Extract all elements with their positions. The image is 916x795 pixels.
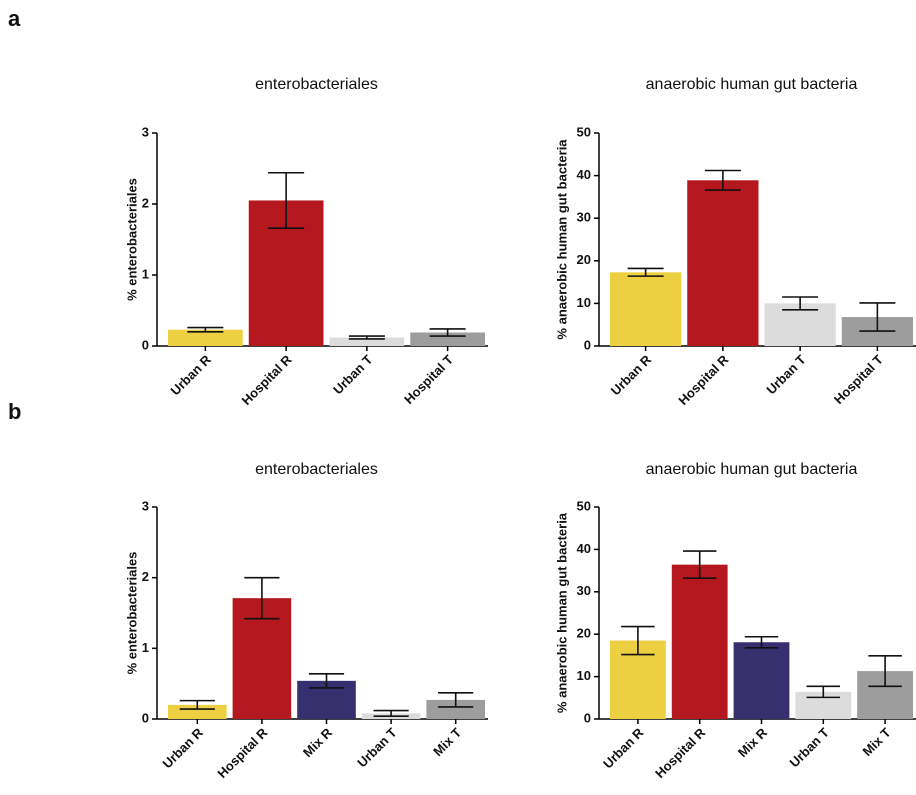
error-bar	[782, 296, 819, 311]
error-bar	[744, 635, 779, 649]
x-tick-label: Mix R	[735, 725, 771, 761]
x-tick-label: Hospital T	[401, 352, 456, 407]
x-tick-label: Mix T	[430, 725, 464, 759]
y-tick-label: 0	[584, 710, 591, 725]
chart-title: enterobacteriales	[255, 461, 378, 478]
panel-label: b	[8, 399, 21, 424]
bar	[733, 642, 790, 719]
y-tick-label: 50	[577, 124, 591, 139]
error-bar	[268, 171, 305, 229]
x-tick-label: Mix R	[300, 725, 336, 761]
x-tick-label: Hospital T	[831, 352, 886, 407]
error-bar	[308, 672, 345, 689]
chart-title: enterobacteriales	[255, 76, 378, 93]
y-tick-label: 3	[142, 498, 149, 513]
y-tick-label: 3	[142, 124, 149, 139]
x-tick-label: Urban T	[354, 725, 399, 770]
error-bar	[682, 550, 717, 580]
error-bar	[621, 625, 655, 656]
x-tick-label: Urban T	[330, 352, 375, 397]
x-tick-label: Hospital R	[214, 725, 270, 781]
error-bar	[187, 326, 224, 333]
y-tick-label: 50	[577, 498, 591, 513]
error-bar	[868, 655, 902, 688]
error-bar	[438, 692, 474, 708]
y-tick-label: 0	[584, 337, 591, 352]
chart-title: anaerobic human gut bacteria	[646, 76, 858, 93]
y-tick-label: 40	[577, 541, 591, 556]
bar	[168, 329, 243, 346]
bar	[426, 699, 485, 719]
bar	[687, 180, 759, 346]
x-tick-label: Hospital R	[675, 352, 731, 408]
error-bar	[373, 709, 409, 717]
y-tick-label: 20	[577, 252, 591, 267]
y-tick-label: 30	[577, 210, 591, 225]
x-tick-label: Hospital R	[239, 352, 295, 408]
y-tick-label: 10	[577, 295, 591, 310]
x-tick-label: Mix T	[860, 725, 894, 759]
y-axis-label: % enterobacteriales	[124, 178, 139, 301]
error-bar	[348, 335, 385, 340]
panel-label: a	[8, 6, 21, 31]
error-bar	[859, 302, 896, 332]
bar	[610, 272, 682, 346]
x-tick-label: Urban R	[168, 352, 215, 399]
y-tick-label: 0	[142, 710, 149, 725]
y-tick-label: 1	[142, 266, 149, 281]
y-tick-label: 2	[142, 195, 149, 210]
x-tick-label: Urban R	[608, 352, 655, 399]
y-axis-label: % anaerobic human gut bacteria	[554, 139, 569, 340]
x-tick-label: Urban T	[763, 352, 808, 397]
chart-title: anaerobic human gut bacteria	[646, 461, 858, 478]
error-bar	[429, 328, 466, 337]
bar	[329, 337, 405, 346]
y-tick-label: 20	[577, 626, 591, 641]
y-tick-label: 40	[577, 167, 591, 182]
y-axis-label: % enterobacteriales	[124, 552, 139, 675]
y-tick-label: 30	[577, 583, 591, 598]
error-bar	[704, 169, 741, 191]
y-tick-label: 2	[142, 569, 149, 584]
error-bar	[806, 685, 841, 699]
y-tick-label: 0	[142, 337, 149, 352]
bar	[410, 332, 485, 346]
x-tick-label: Hospital R	[652, 725, 708, 781]
error-bar	[627, 267, 664, 277]
y-tick-label: 10	[577, 668, 591, 683]
y-tick-label: 1	[142, 640, 149, 655]
x-tick-label: Urban T	[787, 725, 832, 770]
bar	[671, 564, 728, 719]
y-axis-label: % anaerobic human gut bacteria	[554, 512, 569, 713]
x-tick-label: Urban R	[159, 725, 206, 772]
error-bar	[179, 699, 215, 710]
error-bar	[244, 576, 280, 620]
x-tick-label: Urban R	[600, 725, 647, 772]
